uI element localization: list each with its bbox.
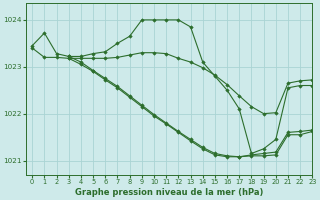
X-axis label: Graphe pression niveau de la mer (hPa): Graphe pression niveau de la mer (hPa)	[75, 188, 263, 197]
